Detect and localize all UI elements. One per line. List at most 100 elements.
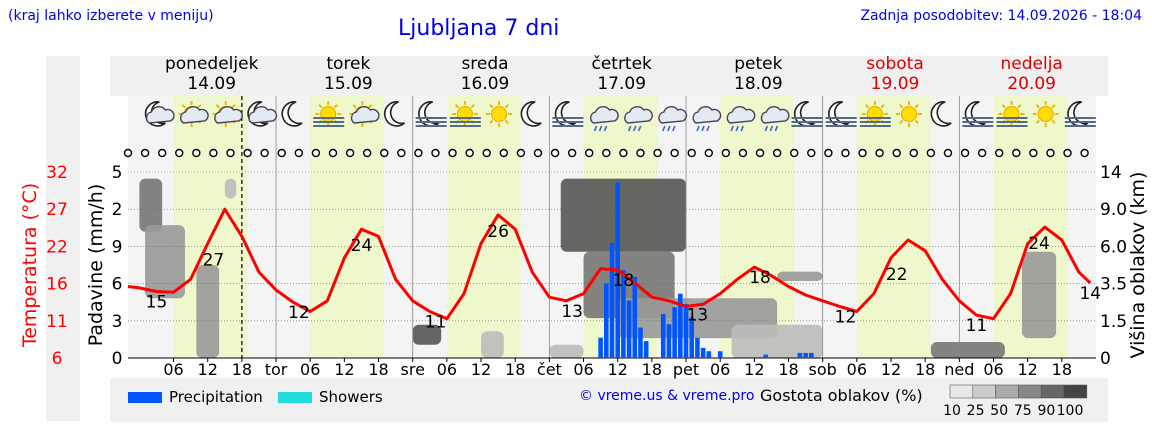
- sun-ray: [318, 104, 323, 109]
- cloud-shape: [214, 106, 243, 124]
- density-swatch: [1018, 384, 1042, 399]
- temperature-tick: 11: [46, 312, 68, 332]
- x-tick-label: ned: [944, 360, 974, 379]
- temperature-labels: 15 27 12 24 11 26 13 18 13 18 12 22 11 24 14: [146, 222, 1101, 336]
- sun-cloud-icon: [212, 101, 243, 127]
- density-step-label: 50: [990, 403, 1008, 419]
- rain-drop: [701, 125, 705, 132]
- credit-link[interactable]: © vreme.us & vreme.pro: [579, 388, 755, 404]
- precipitation-bar: [808, 352, 814, 358]
- moon-crescent: [520, 101, 542, 127]
- cloud-shape: [590, 106, 619, 124]
- precipitation-tick: 2: [112, 200, 123, 220]
- moon-crescent: [793, 101, 816, 127]
- sun-ray: [454, 104, 460, 109]
- page-title: Ljubljana 7 dni: [398, 16, 560, 41]
- rain-drop: [740, 125, 744, 132]
- precipitation-bar: [678, 293, 683, 358]
- cloud-region: [196, 265, 220, 358]
- moon-fog-icon: [415, 101, 447, 127]
- cloud-height-tick: 14: [1100, 163, 1122, 183]
- cloud-density-scale: 10 25 50 75 90 100: [943, 384, 1088, 419]
- moon-icon: [520, 101, 542, 127]
- rain-drop: [735, 125, 739, 132]
- x-tick-label: pet: [673, 360, 699, 379]
- wind-calm-marker: [123, 148, 133, 158]
- precipitation-bar: [660, 314, 666, 358]
- sun-ray: [899, 104, 904, 109]
- temperature-label: 13: [561, 302, 583, 322]
- density-swatch: [1040, 384, 1065, 399]
- cloud-rain-icon: [624, 106, 653, 132]
- moon-cloud-icon: [144, 101, 175, 127]
- temperature-label: 27: [203, 251, 225, 271]
- precipitation-bar: [717, 351, 723, 358]
- cloud-region: [1021, 251, 1057, 339]
- precipitation-bar: [643, 341, 649, 358]
- sun-ray: [914, 104, 919, 109]
- wind-calm-marker: [653, 148, 662, 158]
- cloud-rain-icon: [658, 106, 688, 132]
- legend-background: [110, 378, 1108, 422]
- temperature-label: 24: [1028, 234, 1050, 254]
- moon-fog-icon: [791, 101, 823, 127]
- cloud-shape: [726, 106, 756, 124]
- daytime-band: [310, 96, 385, 358]
- wind-calm-marker: [670, 148, 679, 158]
- wind-calm-marker: [448, 148, 457, 158]
- legend-showers: Showers: [278, 388, 383, 406]
- moon-fog-icon: [1064, 101, 1096, 127]
- cloud-region: [224, 178, 237, 199]
- sun-ray: [197, 104, 202, 109]
- moon-crescent: [1067, 101, 1089, 127]
- x-axis-ticks: 06 12 18 tor 06 12 18 sre 06 12 18 čet 06 12 18 pet 06 12…: [163, 358, 1072, 379]
- precipitation-bar: [666, 324, 672, 358]
- precipitation-bar: [598, 337, 603, 358]
- wind-calm-marker: [909, 148, 918, 158]
- day-date: 15.09: [324, 74, 373, 94]
- temperature-label: 24: [351, 236, 373, 256]
- day-name: sreda: [461, 54, 508, 74]
- x-tick-label: 12: [608, 360, 628, 379]
- sun-ray: [181, 104, 186, 109]
- night-band: [930, 96, 994, 358]
- sun-icon: [1032, 101, 1059, 127]
- wind-calm-marker: [397, 148, 406, 158]
- daytime-band: [856, 96, 931, 358]
- sun-ray: [368, 104, 373, 109]
- x-tick-label: 12: [334, 360, 354, 379]
- wind-row: [123, 148, 1089, 158]
- day-name: sobota: [866, 54, 924, 74]
- moon-cloud-icon: [247, 101, 278, 127]
- wind-calm-marker: [277, 148, 286, 158]
- daytime-band: [446, 96, 521, 358]
- precipitation-tick: 6: [112, 275, 123, 295]
- precipitation-bar: [672, 307, 677, 358]
- wind-calm-marker: [1063, 148, 1072, 158]
- x-tick-label: 18: [1052, 360, 1072, 379]
- day-date: 14.09: [187, 74, 236, 94]
- rain-drop: [598, 125, 603, 132]
- sun-ray: [352, 104, 357, 109]
- cloud-rain-icon: [726, 106, 756, 132]
- sun-fog-icon: [313, 101, 345, 127]
- sun-disc: [1037, 106, 1054, 122]
- wind-calm-marker: [1029, 148, 1038, 158]
- wind-calm-marker: [328, 148, 338, 158]
- temperature-axis-label: Temperatura (°C): [19, 183, 41, 348]
- precipitation-bar: [763, 354, 769, 358]
- rain-drop: [627, 125, 632, 132]
- wind-calm-marker: [602, 148, 611, 158]
- x-tick-label: 06: [300, 360, 320, 379]
- sun-icon: [896, 101, 923, 127]
- sun-ray: [1035, 104, 1041, 109]
- sun-ray: [489, 119, 494, 124]
- sun-disc: [456, 106, 473, 122]
- legend-precipitation: Precipitation: [128, 388, 263, 406]
- moon-crescent: [383, 101, 406, 127]
- cloud-height-tick: 3.5: [1100, 275, 1127, 295]
- rain-drop: [667, 125, 671, 132]
- precipitation-bar: [638, 327, 643, 358]
- sun-ray: [864, 104, 870, 109]
